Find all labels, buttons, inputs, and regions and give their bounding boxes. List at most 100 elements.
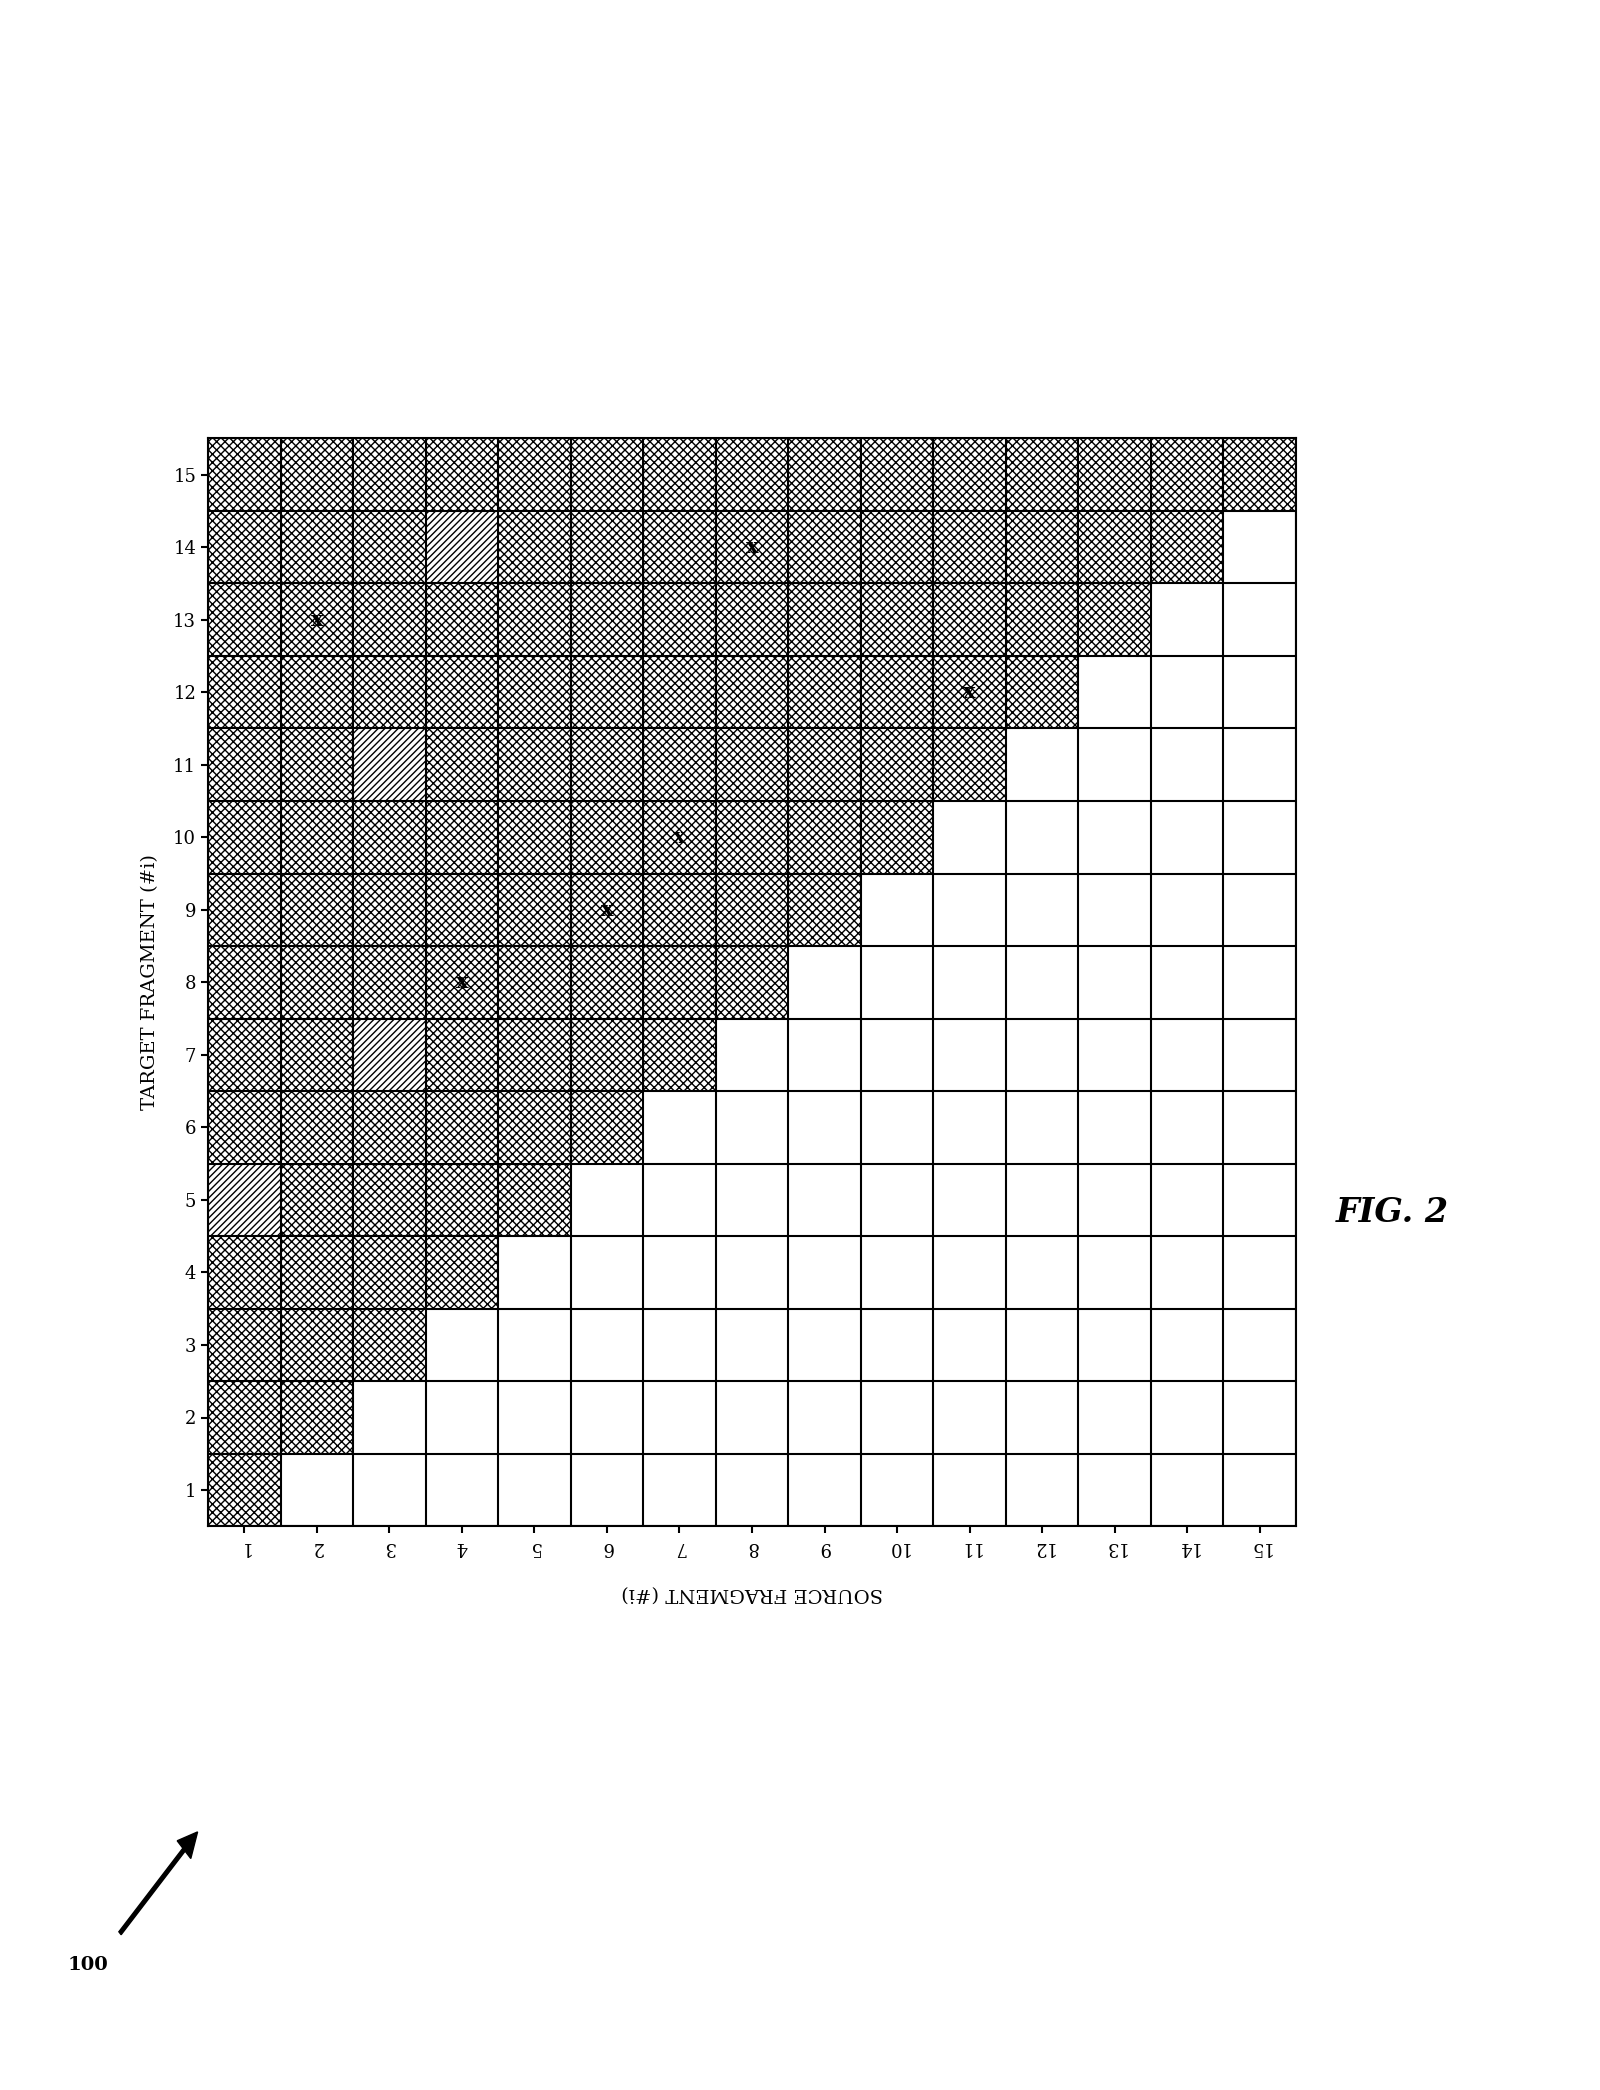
- Bar: [280, 1308, 354, 1381]
- Bar: [643, 947, 715, 1018]
- Bar: [1006, 439, 1078, 510]
- Bar: [354, 439, 426, 510]
- Bar: [861, 510, 933, 583]
- Bar: [1078, 1455, 1150, 1526]
- Bar: [1224, 510, 1296, 583]
- Bar: [1150, 1164, 1224, 1235]
- Bar: [426, 1308, 498, 1381]
- Bar: [208, 510, 280, 583]
- Bar: [571, 439, 643, 510]
- Bar: [1078, 510, 1150, 583]
- Bar: [280, 583, 354, 656]
- Bar: [280, 947, 354, 1018]
- Bar: [280, 947, 354, 1018]
- Bar: [498, 1164, 571, 1235]
- Bar: [1006, 510, 1078, 583]
- Bar: [715, 583, 789, 656]
- Bar: [208, 947, 280, 1018]
- Bar: [426, 729, 498, 800]
- Bar: [715, 1018, 789, 1091]
- Bar: [715, 583, 789, 656]
- Bar: [498, 656, 571, 729]
- Bar: [498, 874, 571, 947]
- Bar: [1078, 874, 1150, 947]
- Bar: [208, 874, 280, 947]
- Bar: [1006, 439, 1078, 510]
- Bar: [354, 1235, 426, 1308]
- Bar: [1224, 729, 1296, 800]
- Bar: [571, 800, 643, 874]
- Bar: [571, 656, 643, 729]
- Bar: [498, 729, 571, 800]
- Bar: [643, 1235, 715, 1308]
- Bar: [789, 800, 861, 874]
- Bar: [715, 800, 789, 874]
- Bar: [426, 800, 498, 874]
- Bar: [498, 1308, 571, 1381]
- Text: x: x: [600, 901, 613, 920]
- Bar: [1006, 947, 1078, 1018]
- Bar: [1224, 1381, 1296, 1455]
- Bar: [715, 874, 789, 947]
- X-axis label: SOURCE FRAGMENT (#i): SOURCE FRAGMENT (#i): [621, 1584, 883, 1601]
- Bar: [571, 510, 643, 583]
- Bar: [643, 947, 715, 1018]
- Bar: [498, 1091, 571, 1164]
- Bar: [861, 947, 933, 1018]
- Bar: [715, 800, 789, 874]
- Bar: [208, 947, 280, 1018]
- Bar: [643, 439, 715, 510]
- Bar: [789, 510, 861, 583]
- Bar: [1224, 656, 1296, 729]
- Bar: [280, 729, 354, 800]
- Bar: [280, 800, 354, 874]
- Text: x: x: [963, 681, 976, 702]
- Bar: [571, 1308, 643, 1381]
- Bar: [208, 583, 280, 656]
- Bar: [426, 800, 498, 874]
- Bar: [715, 947, 789, 1018]
- Bar: [861, 1018, 933, 1091]
- Bar: [280, 1235, 354, 1308]
- Bar: [280, 1164, 354, 1235]
- Bar: [1224, 583, 1296, 656]
- Text: x: x: [674, 828, 686, 846]
- Bar: [498, 656, 571, 729]
- Bar: [1006, 583, 1078, 656]
- Bar: [861, 1091, 933, 1164]
- Bar: [208, 729, 280, 800]
- Bar: [715, 1235, 789, 1308]
- Bar: [280, 1455, 354, 1526]
- Bar: [426, 1164, 498, 1235]
- Bar: [354, 1091, 426, 1164]
- Bar: [1078, 439, 1150, 510]
- Bar: [498, 947, 571, 1018]
- Bar: [789, 510, 861, 583]
- Bar: [208, 800, 280, 874]
- Bar: [498, 800, 571, 874]
- Bar: [571, 439, 643, 510]
- Bar: [1150, 729, 1224, 800]
- Bar: [1224, 1018, 1296, 1091]
- Bar: [426, 874, 498, 947]
- Bar: [1006, 1018, 1078, 1091]
- Bar: [280, 656, 354, 729]
- Bar: [1078, 1091, 1150, 1164]
- Bar: [1224, 1455, 1296, 1526]
- Bar: [280, 1164, 354, 1235]
- Bar: [571, 729, 643, 800]
- Bar: [861, 1455, 933, 1526]
- Bar: [498, 1018, 571, 1091]
- Bar: [933, 1235, 1006, 1308]
- Bar: [1150, 1381, 1224, 1455]
- Bar: [354, 947, 426, 1018]
- Y-axis label: TARGET FRAGMENT (#i): TARGET FRAGMENT (#i): [141, 855, 160, 1110]
- Bar: [789, 439, 861, 510]
- Bar: [1006, 656, 1078, 729]
- Bar: [933, 510, 1006, 583]
- Bar: [1006, 656, 1078, 729]
- Bar: [789, 729, 861, 800]
- Bar: [861, 1235, 933, 1308]
- Bar: [789, 1308, 861, 1381]
- Bar: [789, 1164, 861, 1235]
